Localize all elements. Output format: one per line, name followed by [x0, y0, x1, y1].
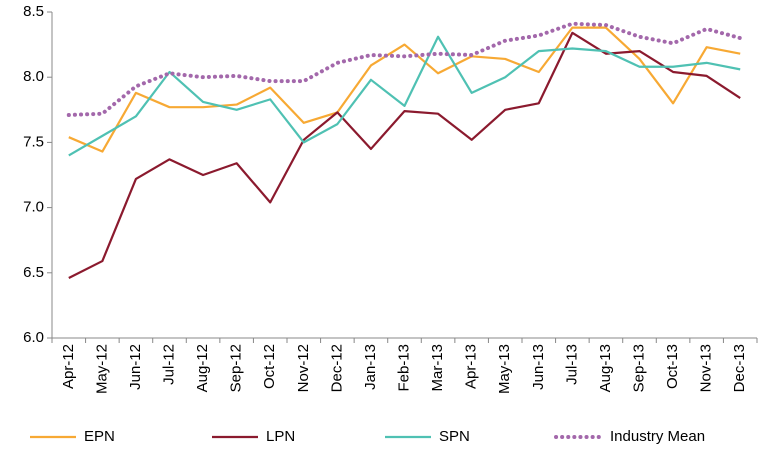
legend-label: EPN: [84, 428, 115, 445]
x-tick-label: Jan-13: [362, 344, 379, 390]
legend-label: SPN: [439, 428, 470, 445]
y-tick-label: 6.5: [23, 264, 44, 281]
y-tick-label: 8.0: [23, 68, 44, 85]
series-line: [68, 31, 741, 279]
x-tick-label: Aug-12: [194, 344, 211, 392]
x-tick-label: Sep-13: [630, 344, 647, 392]
x-tick-label: May-12: [93, 344, 110, 394]
x-tick-label: Aug-13: [597, 344, 614, 392]
y-tick-label: 8.5: [23, 3, 44, 20]
series-line: [66, 21, 743, 118]
x-tick-label: May-13: [496, 344, 513, 394]
legend-label: LPN: [266, 428, 295, 445]
y-tick-label: 7.5: [23, 133, 44, 150]
y-tick-label: 6.0: [23, 329, 44, 346]
x-tick-label: Mar-13: [429, 344, 446, 392]
x-tick-label: Oct-12: [261, 344, 278, 389]
x-tick-label: Dec-13: [731, 344, 748, 392]
legend-label: Industry Mean: [610, 428, 705, 445]
x-tick-label: Apr-13: [463, 344, 480, 389]
x-tick-label: Oct-13: [664, 344, 681, 389]
x-tick-label: Jul-13: [563, 344, 580, 385]
series-line: [68, 35, 741, 157]
x-tick-label: Nov-13: [698, 344, 715, 392]
x-tick-label: Jul-12: [160, 344, 177, 385]
x-tick-label: Jun-13: [530, 344, 547, 390]
series-line: [68, 26, 741, 153]
x-tick-label: Jun-12: [127, 344, 144, 390]
x-tick-label: Feb-13: [395, 344, 412, 392]
x-tick-label: Nov-12: [295, 344, 312, 392]
x-tick-label: Dec-12: [328, 344, 345, 392]
x-tick-label: Apr-12: [60, 344, 77, 389]
x-tick-label: Sep-12: [228, 344, 245, 392]
y-tick-label: 7.0: [23, 199, 44, 216]
